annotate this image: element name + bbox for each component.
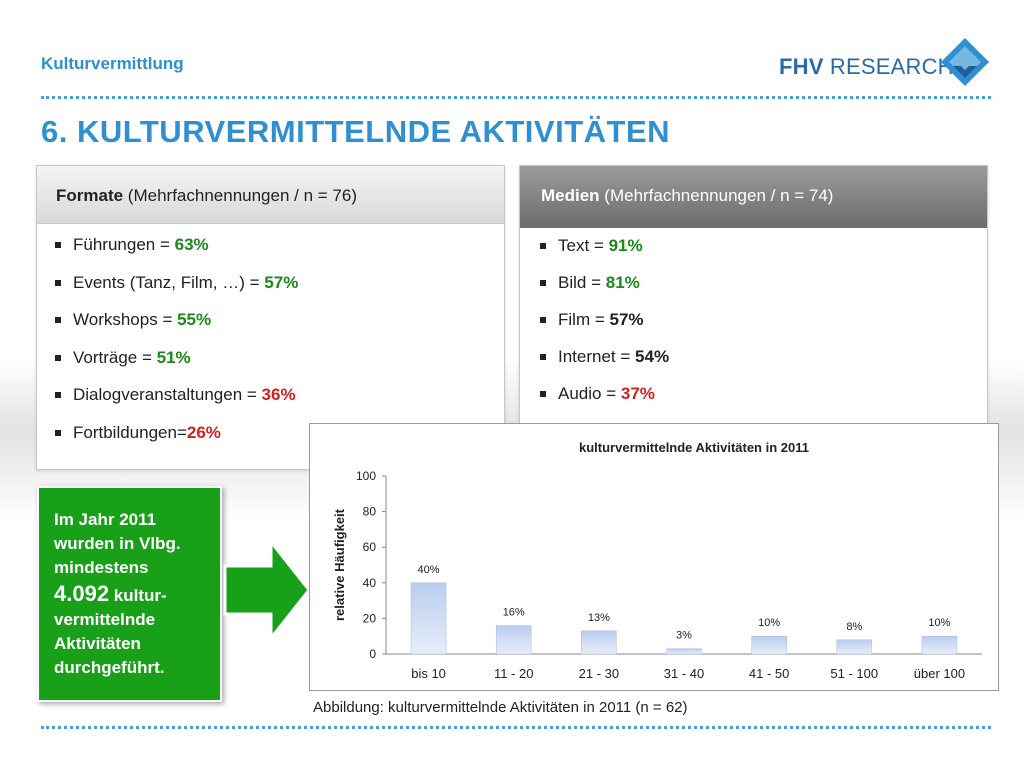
activities-chart: kulturvermittelnde Aktivitäten in 2011 re… (309, 423, 999, 691)
bottom-divider (41, 726, 991, 729)
logo-brand: FHV (779, 54, 824, 79)
top-divider (41, 96, 991, 99)
x-tick-label: über 100 (914, 666, 965, 681)
medien-panel: Medien (Mehrfachnennungen / n = 74) Text… (519, 165, 988, 427)
y-tick-label: 0 (369, 647, 376, 661)
chart-bar (495, 625, 532, 655)
y-tick-label: 80 (363, 505, 377, 519)
formate-item-value: 51% (156, 347, 191, 367)
formate-list: Führungen = 63% Events (Tanz, Film, …) = … (37, 224, 504, 460)
medien-item-label: Film = (558, 310, 610, 329)
chart-bar (751, 635, 787, 655)
formate-panel: Formate (Mehrfachnennungen / n = 76) Füh… (36, 165, 505, 470)
medien-item: Bild = 81% (537, 273, 987, 310)
page-title: 6. KULTURVERMITTELNDE AKTIVITÄTEN (41, 114, 671, 149)
bar-data-label: 3% (676, 630, 692, 642)
chart-bar (410, 582, 447, 655)
formate-item-value: 55% (177, 310, 212, 329)
activities-chart-svg: kulturvermittelnde Aktivitäten in 2011 re… (332, 440, 982, 681)
y-tick-label: 40 (363, 576, 377, 590)
formate-item: Dialogveranstaltungen = 36% (52, 385, 504, 423)
formate-item: Führungen = 63% (52, 235, 504, 273)
medien-item-value: 54% (635, 347, 670, 366)
formate-item-value: 57% (264, 272, 299, 292)
formate-item: Fortbildungen=26% (52, 423, 504, 461)
medien-list: Text = 91% Bild = 81% Film = 57% Internet =… (520, 228, 987, 421)
fhv-diamond-logo-icon (941, 38, 989, 86)
arrow-right-icon (223, 540, 311, 640)
formate-item: Vorträge = 51% (52, 348, 504, 386)
bar-data-label: 10% (758, 617, 780, 629)
medien-item-label: Internet = (558, 347, 636, 366)
formate-item-value: 26% (186, 422, 221, 442)
formate-item-label: Führungen = (73, 235, 175, 254)
chart-bar (921, 635, 958, 655)
medien-item-value: 37% (620, 384, 655, 403)
chart-bar (666, 648, 702, 655)
callout-box: Im Jahr 2011 wurden in Vlbg. mindestens … (37, 486, 222, 702)
x-tick-label: bis 10 (411, 666, 446, 681)
medien-item-label: Audio = (558, 384, 621, 403)
callout-line2: kultur-vermittelnde Aktivitäten durchgef… (54, 586, 167, 677)
medien-item-value: 91% (608, 236, 643, 255)
formate-item-label: Fortbildungen= (73, 422, 187, 442)
bar-data-label: 8% (846, 621, 862, 633)
bar-data-label: 40% (418, 564, 440, 576)
x-tick-label: 41 - 50 (749, 666, 789, 681)
callout-number: 4.092 (54, 581, 110, 606)
y-tick-label: 20 (363, 611, 377, 625)
chart-title: kulturvermittelnde Aktivitäten in 2011 (579, 440, 809, 455)
chart-bar (581, 630, 617, 655)
bar-data-label: 16% (503, 607, 525, 619)
medien-item: Film = 57% (537, 310, 987, 347)
formate-item-value: 63% (174, 235, 209, 254)
formate-panel-heading: Formate (Mehrfachnennungen / n = 76) (37, 166, 504, 224)
y-axis-label: relative Häufigkeit (332, 508, 347, 621)
medien-item-label: Text = (558, 236, 609, 255)
formate-item: Workshops = 55% (52, 310, 504, 348)
formate-item-label: Vorträge = (73, 347, 157, 367)
formate-item-label: Workshops = (73, 310, 178, 329)
medien-item-value: 57% (609, 310, 644, 329)
x-tick-label: 31 - 40 (664, 666, 704, 681)
x-tick-label: 11 - 20 (494, 666, 534, 681)
chart-bar (836, 639, 873, 655)
x-tick-label: 51 - 100 (830, 666, 878, 681)
bar-data-label: 13% (588, 612, 610, 624)
chart-caption: Abbildung: kulturvermittelnde Aktivitäte… (313, 699, 688, 716)
medien-item: Audio = 37% (537, 384, 987, 421)
y-tick-label: 100 (356, 469, 376, 483)
logo-word: RESEARCH (829, 54, 954, 79)
formate-item-label: Events (Tanz, Film, …) = (73, 272, 265, 292)
medien-item-label: Bild = (558, 273, 606, 292)
callout-line1: Im Jahr 2011 wurden in Vlbg. mindestens (54, 510, 181, 577)
bar-data-label: 10% (928, 617, 950, 629)
medien-item: Text = 91% (537, 236, 987, 273)
fhv-research-logo: FHV RESEARCH (779, 36, 991, 92)
medien-item-value: 81% (605, 273, 640, 292)
x-tick-label: 21 - 30 (579, 666, 619, 681)
section-label: Kulturvermittlung (41, 54, 184, 73)
formate-item-label: Dialogveranstaltungen = (73, 385, 262, 404)
formate-item-value: 36% (261, 385, 296, 404)
medien-item: Internet = 54% (537, 347, 987, 384)
y-tick-label: 60 (363, 540, 377, 554)
formate-item: Events (Tanz, Film, …) = 57% (52, 273, 504, 311)
medien-panel-heading: Medien (Mehrfachnennungen / n = 74) (520, 166, 987, 228)
